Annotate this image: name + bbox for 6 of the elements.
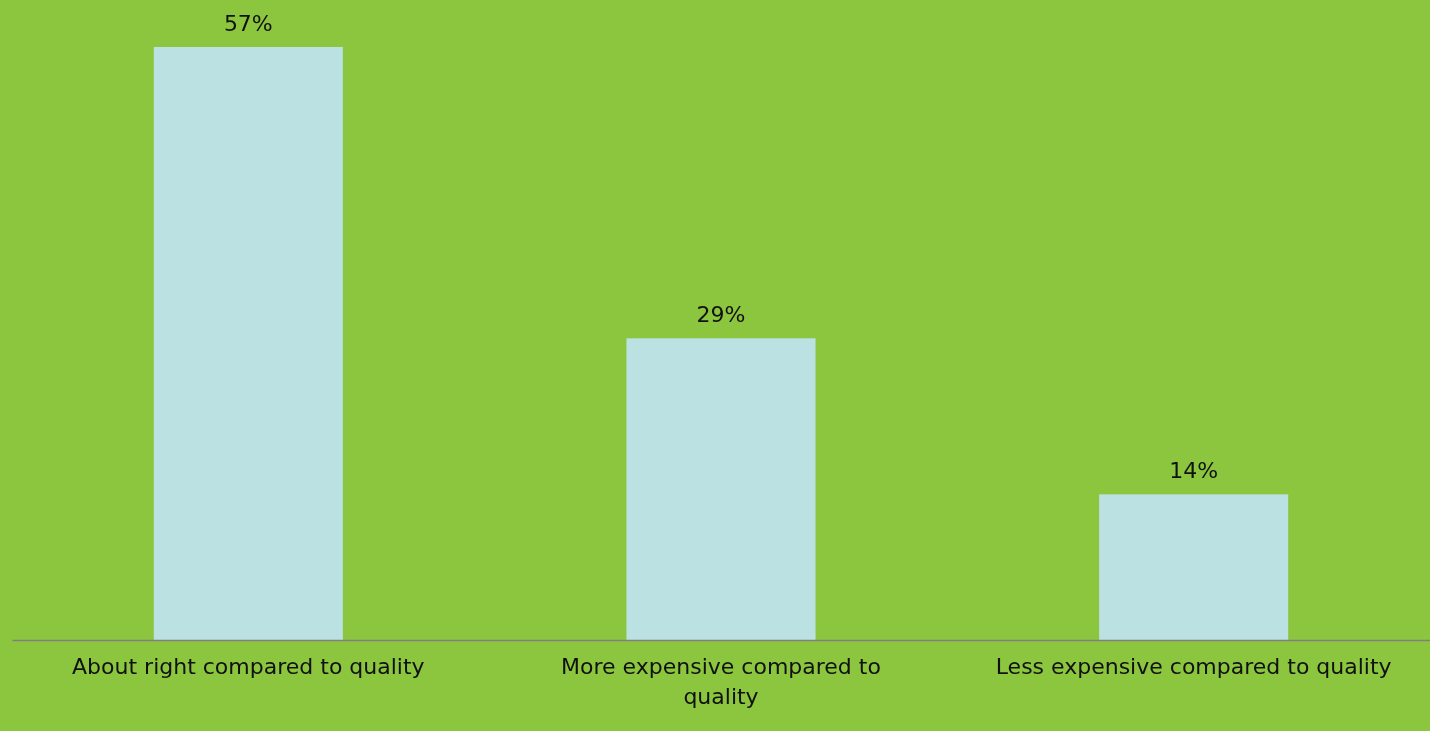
- x-tick-label: About right compared to quality: [72, 654, 425, 679]
- data-label: 14%: [1169, 458, 1219, 484]
- data-label: 29%: [696, 302, 746, 328]
- x-tick-label: More expensive compared to quality: [561, 654, 881, 709]
- data-label: 57%: [223, 11, 273, 36]
- x-tick-label: Less expensive compared to quality: [995, 654, 1392, 679]
